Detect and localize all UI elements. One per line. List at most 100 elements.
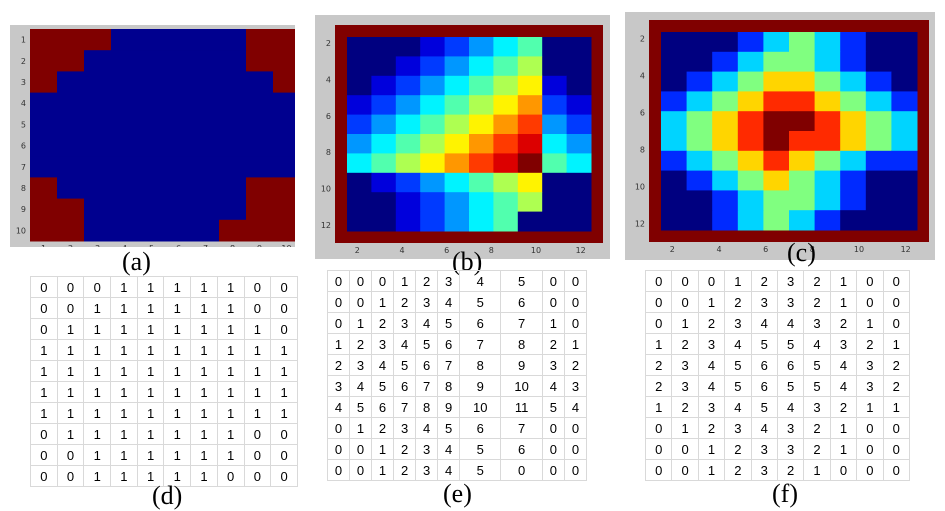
heatmap-cell <box>111 113 139 136</box>
heatmap-cell <box>138 29 166 51</box>
table-cell: 2 <box>724 291 752 313</box>
table-cell: 1 <box>136 318 165 340</box>
heatmap-cell <box>789 150 816 172</box>
x-tick-label: 9 <box>257 244 262 247</box>
heatmap-cell <box>661 170 688 191</box>
heatmap-cell <box>371 192 397 213</box>
heatmap-cell <box>789 71 816 92</box>
table-cell: 3 <box>776 438 805 460</box>
heatmap-cell <box>84 29 112 51</box>
heatmap-b: 2 4 6 8 10 12 2 4 6 8 10 12 <box>321 25 603 255</box>
heatmap-cell <box>192 219 220 242</box>
table-cell: 5 <box>500 270 543 292</box>
table-cell: 3 <box>326 375 351 397</box>
table-cell: 0 <box>644 270 673 292</box>
table-cell: 1 <box>163 381 192 403</box>
heatmap-cell <box>840 111 867 132</box>
table-cell: 9 <box>500 354 543 376</box>
y-tick-label: 12 <box>635 220 645 229</box>
heatmap-cell <box>165 219 193 242</box>
table-cell: 3 <box>393 417 417 439</box>
heatmap-cell <box>661 190 688 211</box>
table-cell: 4 <box>697 375 726 397</box>
table-cell: 0 <box>856 417 884 439</box>
table-cell: 1 <box>30 339 58 361</box>
heatmap-cell <box>566 211 592 232</box>
y-tick-label: 6 <box>326 112 331 121</box>
heatmap-cell <box>661 111 688 132</box>
table-cell: 4 <box>724 396 752 418</box>
table-cell: 1 <box>270 402 298 424</box>
table-cell: 0 <box>671 270 699 292</box>
heatmap-cell <box>469 95 494 116</box>
table-cell: 1 <box>163 360 192 382</box>
heatmap-cell <box>763 91 790 112</box>
table-cell: 1 <box>243 402 272 424</box>
heatmap-cell <box>138 113 166 136</box>
heatmap-cell <box>737 170 764 191</box>
heatmap-cell <box>273 71 295 94</box>
heatmap-cell <box>347 56 372 77</box>
table-cell: 6 <box>750 375 778 397</box>
table-cell: 1 <box>190 339 218 361</box>
table-cell: 4 <box>776 312 805 334</box>
table-cell: 0 <box>56 276 85 298</box>
table-cell: 0 <box>270 318 298 340</box>
table-cell: 2 <box>724 459 752 481</box>
table-cell: 1 <box>30 402 58 424</box>
table-cell: 0 <box>349 291 373 313</box>
heatmap-cell <box>30 50 58 72</box>
table-cell: 0 <box>500 459 543 481</box>
table-cell: 0 <box>270 423 298 445</box>
heatmap-cell <box>395 114 421 135</box>
table-cell: 3 <box>724 417 752 439</box>
heatmap-cell <box>395 75 421 96</box>
x-tick-label: 10 <box>281 244 291 247</box>
table-cell: 2 <box>671 396 699 418</box>
heatmap-cell <box>219 177 247 200</box>
heatmap-cell <box>891 150 918 172</box>
table-cell: 5 <box>776 333 805 355</box>
table-cell: 1 <box>243 339 272 361</box>
table-cell: 3 <box>750 438 778 460</box>
heatmap-cell <box>493 37 519 57</box>
y-tick-label: 6 <box>640 109 645 118</box>
y-tick-label: 4 <box>326 76 331 85</box>
heatmap-cell <box>371 134 397 154</box>
heatmap-cell <box>395 153 421 174</box>
heatmap-cell <box>469 192 494 213</box>
heatmap-cell <box>763 32 790 53</box>
heatmap-cell <box>763 170 790 191</box>
table-cell: 5 <box>437 312 461 334</box>
heatmap-cell <box>712 170 739 191</box>
heatmap-cell <box>30 135 58 157</box>
heatmap-cell <box>444 37 470 57</box>
table-cell: 1 <box>270 360 298 382</box>
heatmap-cell <box>219 50 247 72</box>
table-cell: 0 <box>563 270 588 292</box>
table-cell: 1 <box>83 360 112 382</box>
table-cell: 0 <box>243 297 272 319</box>
table-cell: 0 <box>644 417 673 439</box>
table-cell: 5 <box>371 375 395 397</box>
table-cell: 7 <box>500 312 543 334</box>
table-cell: 1 <box>349 312 373 334</box>
table-cell: 4 <box>459 270 502 292</box>
heatmap-cell <box>566 114 592 135</box>
table-cell: 6 <box>500 291 543 313</box>
table-cell: 4 <box>437 291 461 313</box>
heatmap-cell <box>517 95 543 116</box>
table-cell: 1 <box>216 423 245 445</box>
table-cell: 4 <box>563 396 588 418</box>
table-cell: 2 <box>829 312 858 334</box>
table-cell: 3 <box>856 375 884 397</box>
table-cell: 3 <box>856 354 884 376</box>
heatmap-cell <box>737 91 764 112</box>
heatmap-cell <box>763 111 790 132</box>
table-cell: 6 <box>459 417 502 439</box>
heatmap-cell <box>469 172 494 193</box>
table-cell: 0 <box>882 417 911 439</box>
